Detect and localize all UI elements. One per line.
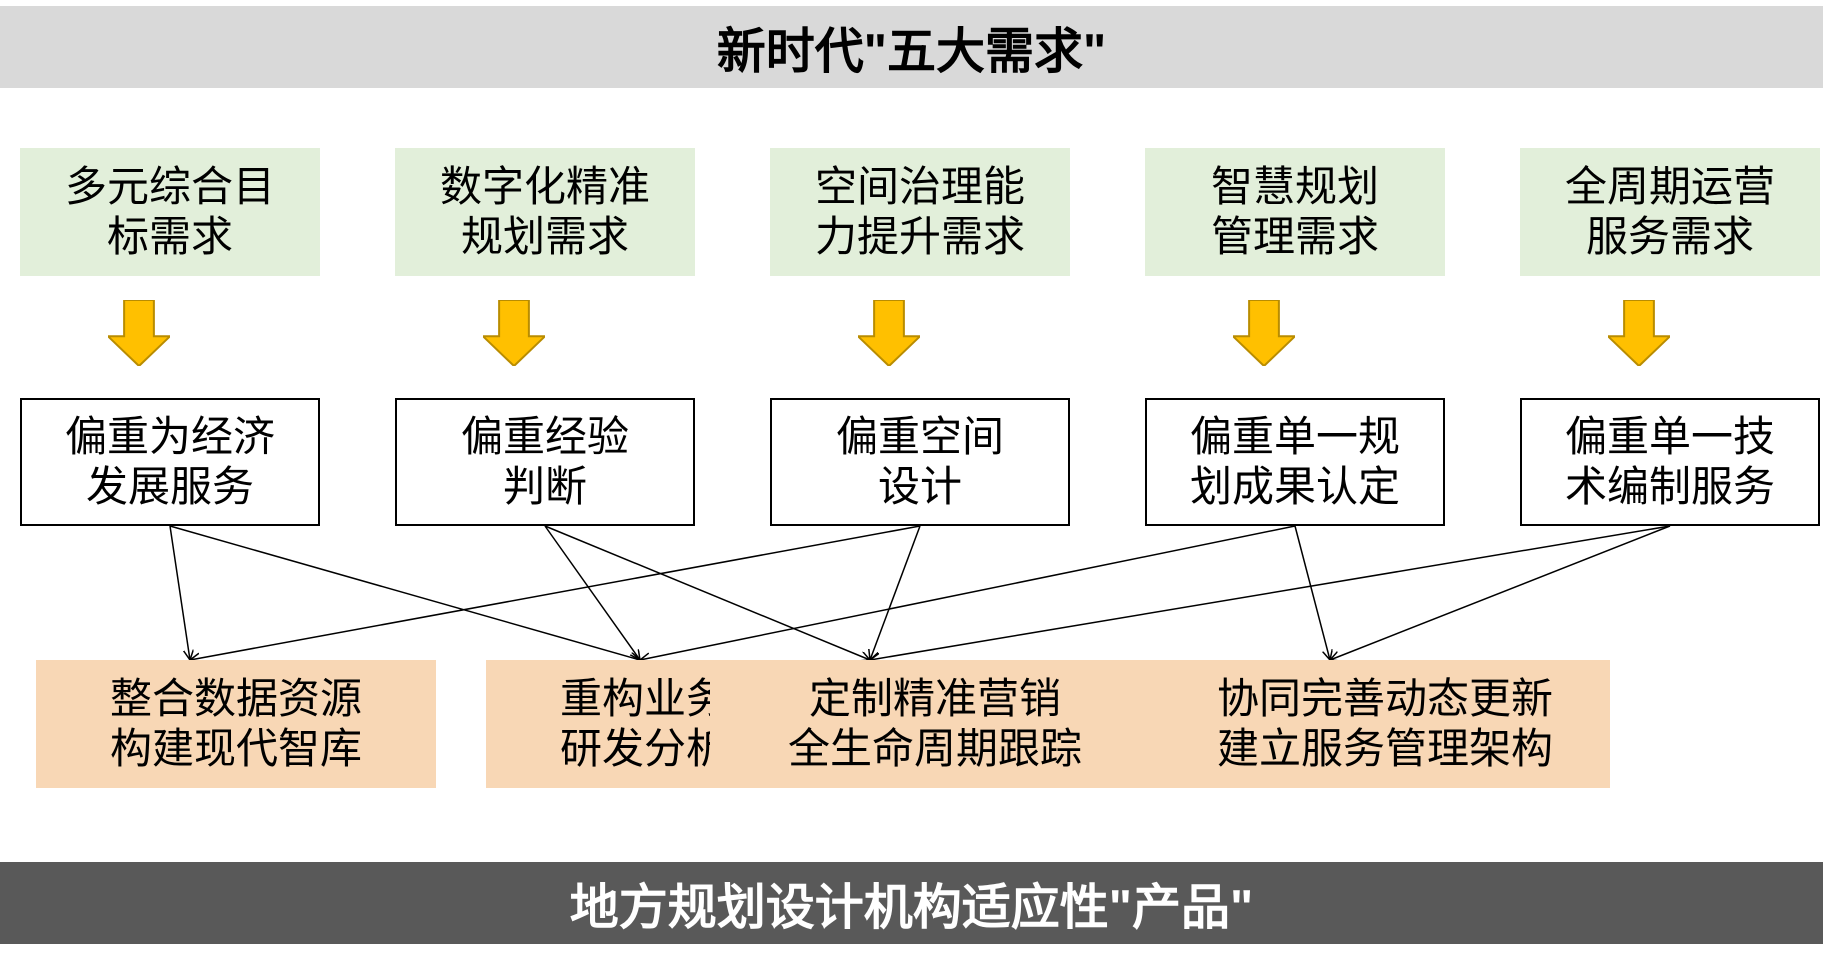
down-arrow-4	[1608, 300, 1670, 366]
product-box-3: 协同完善动态更新 建立服务管理架构	[1160, 660, 1610, 788]
edge-9	[1330, 526, 1670, 660]
demand-box-4: 全周期运营 服务需求	[1520, 148, 1820, 276]
down-arrow-3	[1233, 300, 1295, 366]
diagram-stage: 新时代"五大需求" 多元综合目 标需求数字化精准 规划需求空间治理能 力提升需求…	[0, 0, 1823, 957]
demand-box-1: 数字化精准 规划需求	[395, 148, 695, 276]
edge-3	[545, 526, 870, 660]
demand-box-3: 智慧规划 管理需求	[1145, 148, 1445, 276]
edge-2	[545, 526, 640, 660]
product-box-0: 整合数据资源 构建现代智库	[36, 660, 436, 788]
edge-8	[870, 526, 1670, 660]
footer-bar: 地方规划设计机构适应性"产品"	[0, 862, 1823, 944]
edge-7	[1295, 526, 1330, 660]
edge-5	[870, 526, 920, 660]
edge-0	[170, 526, 190, 660]
bias-box-3: 偏重单一规 划成果认定	[1145, 398, 1445, 526]
down-arrow-1	[483, 300, 545, 366]
bias-box-1: 偏重经验 判断	[395, 398, 695, 526]
down-arrow-0	[108, 300, 170, 366]
bias-box-0: 偏重为经济 发展服务	[20, 398, 320, 526]
demand-box-0: 多元综合目 标需求	[20, 148, 320, 276]
footer-title: 地方规划设计机构适应性"产品"	[570, 868, 1253, 939]
down-arrow-2	[858, 300, 920, 366]
bias-box-4: 偏重单一技 术编制服务	[1520, 398, 1820, 526]
edge-6	[640, 526, 1295, 660]
product-box-2: 定制精准营销 全生命周期跟踪	[710, 660, 1160, 788]
header-title: 新时代"五大需求"	[717, 12, 1106, 83]
edge-1	[170, 526, 640, 660]
demand-box-2: 空间治理能 力提升需求	[770, 148, 1070, 276]
header-bar: 新时代"五大需求"	[0, 6, 1823, 88]
bias-box-2: 偏重空间 设计	[770, 398, 1070, 526]
edge-4	[190, 526, 920, 660]
